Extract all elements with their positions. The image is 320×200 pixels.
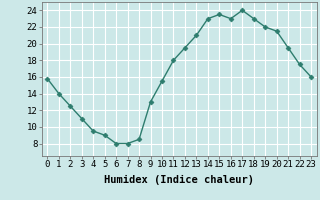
X-axis label: Humidex (Indice chaleur): Humidex (Indice chaleur) (104, 175, 254, 185)
